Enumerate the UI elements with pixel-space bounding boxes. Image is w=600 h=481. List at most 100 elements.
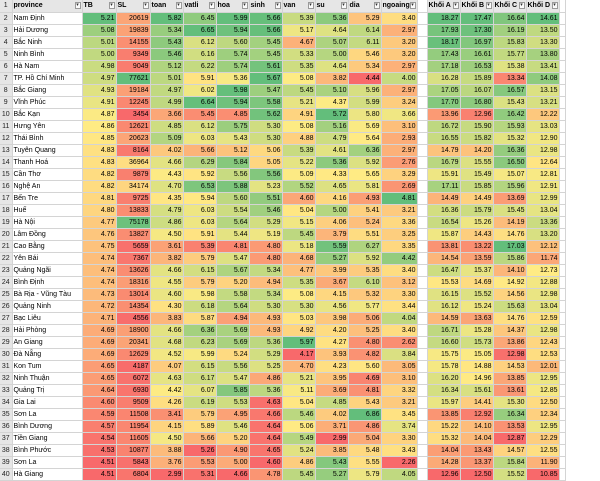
value-cell[interactable]: 13.20 <box>526 228 560 241</box>
value-cell[interactable]: 77621 <box>116 72 151 85</box>
row-number[interactable]: 21 <box>0 240 13 253</box>
value-cell[interactable]: 13.85 <box>427 408 461 421</box>
value-cell[interactable]: 2.99 <box>150 468 184 481</box>
value-cell[interactable]: 3.79 <box>315 228 349 241</box>
value-cell[interactable]: 5.66 <box>183 432 217 445</box>
value-cell[interactable]: 17.30 <box>460 24 494 37</box>
value-cell[interactable]: 4.16 <box>315 192 349 205</box>
value-cell[interactable]: 4.91 <box>282 108 316 121</box>
value-cell[interactable]: 16.47 <box>427 264 461 277</box>
value-cell[interactable]: 4.78 <box>249 468 283 481</box>
value-cell[interactable]: 6.11 <box>348 36 382 49</box>
row-number-header[interactable]: 1 <box>0 0 13 13</box>
value-cell[interactable]: 4.81 <box>381 192 418 205</box>
value-cell[interactable]: 12.53 <box>526 348 560 361</box>
value-cell[interactable]: 3.66 <box>381 108 418 121</box>
value-cell[interactable]: 4.66 <box>216 468 250 481</box>
value-cell[interactable]: 4.93 <box>249 324 283 337</box>
value-cell[interactable]: 5.39 <box>183 240 217 253</box>
value-cell[interactable]: 15.90 <box>460 120 494 133</box>
value-cell[interactable]: 5.98 <box>183 288 217 301</box>
row-number[interactable]: 18 <box>0 204 13 217</box>
table-row[interactable]: 20 Lâm Đồng 4.76 13827 4.50 5.91 5.44 5.19 5.45 3… <box>0 228 566 241</box>
value-cell[interactable]: 2.62 <box>381 336 418 349</box>
value-cell[interactable]: 3.84 <box>381 348 418 361</box>
filter-dropdown-icon[interactable]: ▾ <box>142 2 149 9</box>
value-cell[interactable]: 16.72 <box>427 120 461 133</box>
value-cell[interactable]: 13.80 <box>526 48 560 61</box>
value-cell[interactable]: 4.53 <box>82 444 117 457</box>
table-row[interactable]: 35 Sơn La 4.59 11508 3.41 5.79 4.95 4.66 5.46 4.0… <box>0 408 566 421</box>
province-cell[interactable]: Quảng Ninh <box>12 300 83 313</box>
row-number[interactable]: 32 <box>0 372 13 385</box>
value-cell[interactable]: 4.60 <box>249 456 283 469</box>
value-cell[interactable]: 5.88 <box>216 180 250 193</box>
value-cell[interactable]: 13.21 <box>526 96 560 109</box>
column-header-2[interactable]: SL ▾ <box>116 0 151 13</box>
value-cell[interactable]: 4.65 <box>315 180 349 193</box>
value-cell[interactable]: 4.88 <box>282 132 316 145</box>
filter-dropdown-icon[interactable]: ▾ <box>208 2 215 9</box>
value-cell[interactable]: 15.85 <box>460 180 494 193</box>
value-cell[interactable]: 15.43 <box>493 96 527 109</box>
value-cell[interactable]: 14.61 <box>526 12 560 25</box>
value-cell[interactable]: 14.54 <box>427 252 461 265</box>
value-cell[interactable]: 5.16 <box>315 120 349 133</box>
value-cell[interactable]: 14.49 <box>427 192 461 205</box>
value-cell[interactable]: 5843 <box>116 456 151 469</box>
value-cell[interactable]: 15.96 <box>493 180 527 193</box>
province-cell[interactable]: Ninh Thuận <box>12 372 83 385</box>
value-cell[interactable]: 5.19 <box>249 228 283 241</box>
value-cell[interactable]: 3.05 <box>381 360 418 373</box>
column-header-1[interactable]: TB ▾ <box>82 0 117 13</box>
table-row[interactable]: 24 Bình Định 4.74 18316 4.55 5.79 5.20 4.94 5.35… <box>0 276 566 289</box>
value-cell[interactable]: 12.85 <box>526 384 560 397</box>
value-cell[interactable]: 2.26 <box>381 456 418 469</box>
value-cell[interactable]: 3.20 <box>381 48 418 61</box>
row-number[interactable]: 12 <box>0 132 13 145</box>
value-cell[interactable]: 5.32 <box>348 288 382 301</box>
value-cell[interactable]: 5.20 <box>216 432 250 445</box>
row-number[interactable]: 28 <box>0 324 13 337</box>
value-cell[interactable]: 5.64 <box>348 132 382 145</box>
filter-dropdown-icon[interactable]: ▾ <box>241 2 248 9</box>
value-cell[interactable]: 15.24 <box>460 300 494 313</box>
value-cell[interactable]: 16.61 <box>460 48 494 61</box>
province-cell[interactable]: Hải Dương <box>12 24 83 37</box>
value-cell[interactable]: 4556 <box>116 312 151 325</box>
value-cell[interactable]: 4.80 <box>82 204 117 217</box>
value-cell[interactable]: 5.54 <box>216 204 250 217</box>
value-cell[interactable]: 5.87 <box>183 312 217 325</box>
row-number[interactable]: 4 <box>0 36 13 49</box>
value-cell[interactable]: 6.15 <box>183 360 217 373</box>
value-cell[interactable]: 15.89 <box>460 72 494 85</box>
value-cell[interactable]: 4.57 <box>82 420 117 433</box>
province-cell[interactable]: Bắc Ninh <box>12 36 83 49</box>
row-number[interactable]: 15 <box>0 168 13 181</box>
value-cell[interactable]: 17.70 <box>427 96 461 109</box>
value-cell[interactable]: 5.56 <box>216 360 250 373</box>
value-cell[interactable]: 12.98 <box>493 348 527 361</box>
value-cell[interactable]: 15.22 <box>427 420 461 433</box>
value-cell[interactable]: 5.74 <box>216 60 250 73</box>
value-cell[interactable]: 4.66 <box>150 264 184 277</box>
value-cell[interactable]: 15.86 <box>493 252 527 265</box>
value-cell[interactable]: 14.76 <box>493 228 527 241</box>
value-cell[interactable]: 6.17 <box>183 372 217 385</box>
row-number[interactable]: 13 <box>0 144 13 157</box>
value-cell[interactable]: 16.07 <box>460 84 494 97</box>
value-cell[interactable]: 6.15 <box>183 264 217 277</box>
value-cell[interactable]: 5.20 <box>216 276 250 289</box>
row-number[interactable]: 14 <box>0 156 13 169</box>
value-cell[interactable]: 2.99 <box>315 432 349 445</box>
value-cell[interactable]: 12.91 <box>526 180 560 193</box>
value-cell[interactable]: 4.56 <box>315 300 349 313</box>
value-cell[interactable]: 3.30 <box>381 432 418 445</box>
table-row[interactable]: 7 TP. Hồ Chí Minh 4.97 77621 5.01 5.91 5.36 5.6… <box>0 72 566 85</box>
column-header-8[interactable]: su ▾ <box>315 0 349 13</box>
table-row[interactable]: 19 Hà Nội 4.77 75178 4.86 6.03 5.64 5.29 5.15 4.0… <box>0 216 566 229</box>
value-cell[interactable]: 5.79 <box>348 468 382 481</box>
value-cell[interactable]: 4.54 <box>82 432 117 445</box>
value-cell[interactable]: 4.82 <box>348 348 382 361</box>
province-cell[interactable]: Hải Phòng <box>12 324 83 337</box>
